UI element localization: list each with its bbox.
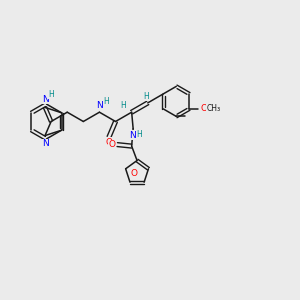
Text: N: N <box>42 140 48 148</box>
Text: N: N <box>96 101 103 110</box>
Text: H: H <box>49 90 55 99</box>
Text: O: O <box>200 104 207 113</box>
Text: H: H <box>120 101 126 110</box>
Text: N: N <box>130 131 136 140</box>
Text: H: H <box>136 130 142 139</box>
Text: O: O <box>130 169 137 178</box>
Text: H: H <box>143 92 149 101</box>
Text: O: O <box>105 138 112 147</box>
Text: CH₃: CH₃ <box>206 104 220 113</box>
Text: N: N <box>42 94 48 103</box>
Text: O: O <box>109 140 116 149</box>
Text: H: H <box>103 97 109 106</box>
